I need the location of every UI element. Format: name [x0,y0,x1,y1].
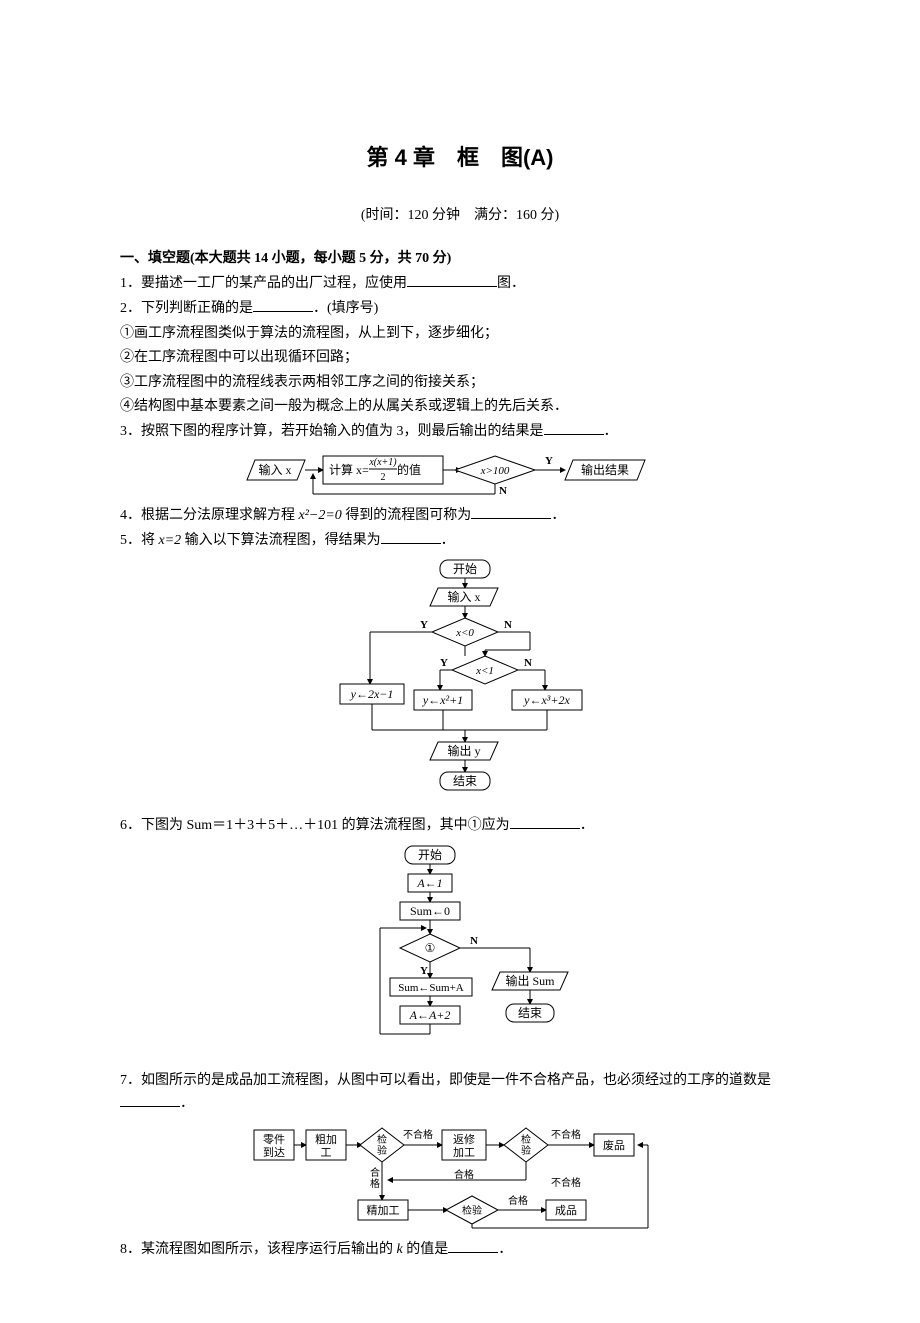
question-4: 4．根据二分法原理求解方程 x²−2=0 得到的流程图可称为． [120,504,800,527]
svg-text:验: 验 [521,1144,531,1157]
svg-text:x>100: x>100 [480,465,510,477]
svg-text:x<1: x<1 [475,665,494,677]
svg-text:输出 Sum: 输出 Sum [505,973,555,988]
svg-text:零件: 零件 [263,1133,285,1146]
svg-text:不合格: 不合格 [551,1128,581,1141]
svg-text:格: 格 [370,1177,380,1190]
svg-text:废品: 废品 [603,1138,625,1152]
figure-q7: 零件 到达 粗加 工 检 验 不合格 返修 加工 检 验 不合格 废品 合 [120,1122,800,1232]
svg-text:N: N [499,485,507,497]
question-2-opt3: ③工序流程图中的流程线表示两相邻工序之间的衔接关系； [120,372,800,394]
svg-text:N: N [470,935,478,947]
svg-text:①: ① [425,941,436,955]
svg-text:加工: 加工 [453,1146,475,1159]
svg-text:输出结果: 输出结果 [581,462,629,477]
question-2: 2．下列判断正确的是．(填序号) [120,297,800,320]
question-2-opt1: ①画工序流程图类似于算法的流程图，从上到下，逐步细化； [120,323,800,345]
svg-text:检验: 检验 [462,1204,482,1217]
svg-text:Sum←0: Sum←0 [410,904,450,918]
question-7: 7．如图所示的是成品加工流程图，从图中可以看出，即使是一件不合格产品，也必须经过… [120,1070,800,1116]
svg-text:合: 合 [370,1166,380,1179]
svg-text:粗加: 粗加 [315,1133,337,1146]
svg-text:N: N [524,657,532,669]
section-heading: 一、填空题(本大题共 14 小题，每小题 5 分，共 70 分) [120,248,800,270]
svg-text:结束: 结束 [453,774,477,788]
svg-text:验: 验 [377,1144,387,1157]
svg-text:Sum←Sum+A: Sum←Sum+A [398,982,464,994]
svg-text:输入 x: 输入 x [447,589,480,604]
svg-text:结束: 结束 [518,1006,542,1020]
svg-text:N: N [504,619,512,631]
svg-text:合格: 合格 [454,1168,474,1181]
svg-text:的值: 的值 [397,462,421,477]
figure-q3: 输入 x 计算 x= x(x+1) 2 的值 x>100 Y 输出结果 N [120,450,800,498]
question-3: 3．按照下图的程序计算，若开始输入的值为 3，则最后输出的结果是． [120,420,800,443]
question-2-opt4: ④结构图中基本要素之间一般为概念上的从属关系或逻辑上的先后关系． [120,396,800,418]
svg-text:x<0: x<0 [455,627,474,639]
question-8: 8．某流程图如图所示，该程序运行后输出的 k 的值是． [120,1238,800,1261]
question-5: 5．将 x=2 输入以下算法流程图，得结果为． [120,529,800,552]
svg-text:计算 x=: 计算 x= [329,462,369,477]
question-6: 6．下图为 Sum＝1＋3＋5＋…＋101 的算法流程图，其中①应为． [120,814,800,837]
figure-q6: 开始 A←1 Sum←0 ① Y Sum←Sum+A A←A+2 [120,844,800,1064]
svg-text:合格: 合格 [508,1194,528,1207]
svg-text:Y: Y [420,965,428,977]
svg-text:Y: Y [545,455,553,467]
svg-text:精加工: 精加工 [367,1204,400,1217]
question-2-opt2: ②在工序流程图中可以出现循环回路； [120,347,800,369]
svg-text:检: 检 [377,1133,387,1146]
svg-text:y←x²+1: y←x²+1 [422,693,463,707]
svg-text:成品: 成品 [555,1204,577,1217]
svg-text:Y: Y [420,619,428,631]
page-subtitle: (时间：120 分钟 满分：160 分) [120,205,800,227]
svg-text:A←A+2: A←A+2 [409,1008,451,1022]
svg-text:不合格: 不合格 [551,1176,581,1189]
page-title: 第 4 章 框 图(A) [120,140,800,175]
svg-text:开始: 开始 [418,848,442,862]
svg-text:输出 y: 输出 y [447,743,480,758]
svg-text:y←x³+2x: y←x³+2x [523,693,570,707]
figure-q5: 开始 输入 x x<0 Y y←2x−1 N x<1 [120,558,800,808]
svg-text:工: 工 [321,1147,332,1159]
svg-text:2: 2 [381,472,386,483]
svg-text:到达: 到达 [263,1146,285,1159]
svg-text:x(x+1): x(x+1) [368,457,397,468]
svg-text:不合格: 不合格 [403,1128,433,1141]
svg-text:检: 检 [521,1133,531,1146]
svg-text:A←1: A←1 [416,876,442,890]
svg-text:Y: Y [440,657,448,669]
svg-text:返修: 返修 [453,1132,475,1146]
question-1: 1．要描述一工厂的某产品的出厂过程，应使用图． [120,272,800,295]
svg-text:开始: 开始 [453,562,477,576]
svg-text:输入 x: 输入 x [258,462,291,477]
svg-text:y←2x−1: y←2x−1 [350,687,394,701]
